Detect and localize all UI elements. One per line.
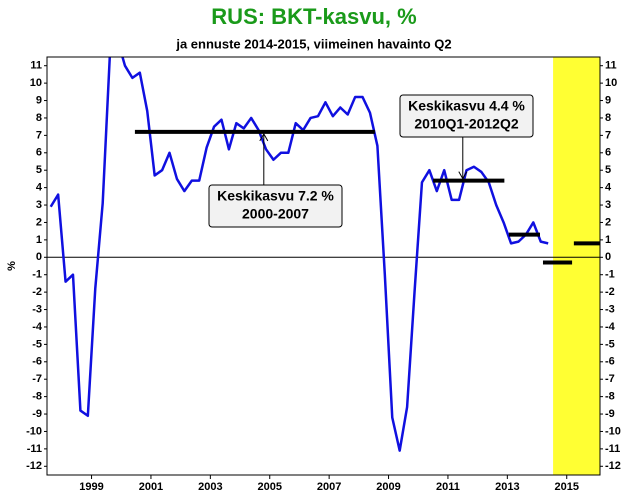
annotation-box [399, 94, 534, 138]
x-tick-label: 2015 [554, 481, 578, 493]
y2-tick-label: 8 [605, 112, 611, 124]
arrow-head [259, 132, 269, 142]
y-tick-label: 1 [36, 234, 42, 246]
y2-tick-label: 2 [605, 216, 611, 228]
y-tick-label: 8 [36, 112, 42, 124]
x-tick-label: 1999 [79, 481, 103, 493]
y-tick-label: 10 [30, 77, 42, 89]
y2-tick-label: -11 [605, 443, 620, 455]
y2-tick-label: 0 [605, 251, 611, 263]
y2-tick-label: -1 [605, 269, 615, 281]
annotation-text: Keskikasvu 4.4 % [408, 98, 525, 114]
y-tick-label: -6 [32, 356, 42, 368]
y2-tick-label: -6 [605, 356, 615, 368]
annotation-text: Keskikasvu 7.2 % [217, 188, 334, 204]
y-tick-label: 11 [30, 60, 42, 72]
y2-tick-label: 3 [605, 199, 611, 211]
chart-title: RUS: BKT-kasvu, % [211, 4, 416, 29]
y-tick-label: -9 [32, 408, 42, 420]
y-tick-label: 3 [36, 199, 42, 211]
y-tick-label: 5 [36, 164, 42, 176]
x-tick-label: 2011 [436, 481, 460, 493]
x-tick-label: 2013 [495, 481, 519, 493]
y-tick-label: 6 [36, 147, 42, 159]
annotation-box [208, 184, 343, 228]
y-tick-label: -11 [27, 443, 42, 455]
x-tick-label: 2003 [198, 481, 222, 493]
y-tick-label: -5 [32, 338, 42, 350]
y-tick-label: 0 [36, 251, 42, 263]
y-tick-label: -4 [32, 321, 43, 333]
y2-tick-label: 6 [605, 147, 611, 159]
y2-tick-label: 9 [605, 94, 611, 106]
y2-tick-label: -2 [605, 286, 615, 298]
y2-tick-label: -3 [605, 303, 615, 315]
y-tick-label: -2 [32, 286, 42, 298]
y-tick-label: -1 [32, 269, 42, 281]
annotation-text: 2000-2007 [242, 206, 309, 222]
y-tick-label: -10 [26, 425, 42, 437]
y-tick-label: -3 [32, 303, 42, 315]
y-tick-label: -12 [26, 460, 42, 472]
chart-subtitle: ja ennuste 2014-2015, viimeinen havainto… [175, 36, 451, 51]
y2-tick-label: 4 [605, 182, 612, 194]
y2-tick-label: -5 [605, 338, 615, 350]
y-tick-label: -8 [32, 391, 42, 403]
y2-tick-label: 10 [605, 77, 617, 89]
y2-tick-label: -9 [605, 408, 615, 420]
annotation-text: 2010Q1-2012Q2 [414, 116, 519, 132]
y2-tick-label: 1 [605, 234, 611, 246]
x-tick-label: 2001 [139, 481, 163, 493]
x-tick-label: 2005 [258, 481, 282, 493]
forecast-band [553, 57, 600, 475]
plot-frame [46, 56, 601, 476]
y-tick-label: 9 [36, 94, 42, 106]
y2-tick-label: -7 [605, 373, 615, 385]
x-tick-label: 2009 [376, 481, 400, 493]
y-tick-label: -7 [32, 373, 42, 385]
y2-tick-label: -8 [605, 391, 615, 403]
y-axis-label: % [6, 261, 18, 271]
y2-tick-label: 7 [605, 129, 611, 141]
y2-tick-label: 5 [605, 164, 611, 176]
x-tick-label: 2007 [317, 481, 341, 493]
y-tick-label: 7 [36, 129, 42, 141]
y2-tick-label: -12 [605, 460, 621, 472]
y2-tick-label: -10 [605, 425, 621, 437]
arrow-head [458, 171, 468, 180]
y-tick-label: 4 [36, 182, 43, 194]
y-tick-label: 2 [36, 216, 42, 228]
y2-tick-label: 11 [605, 60, 617, 72]
y2-tick-label: -4 [605, 321, 616, 333]
